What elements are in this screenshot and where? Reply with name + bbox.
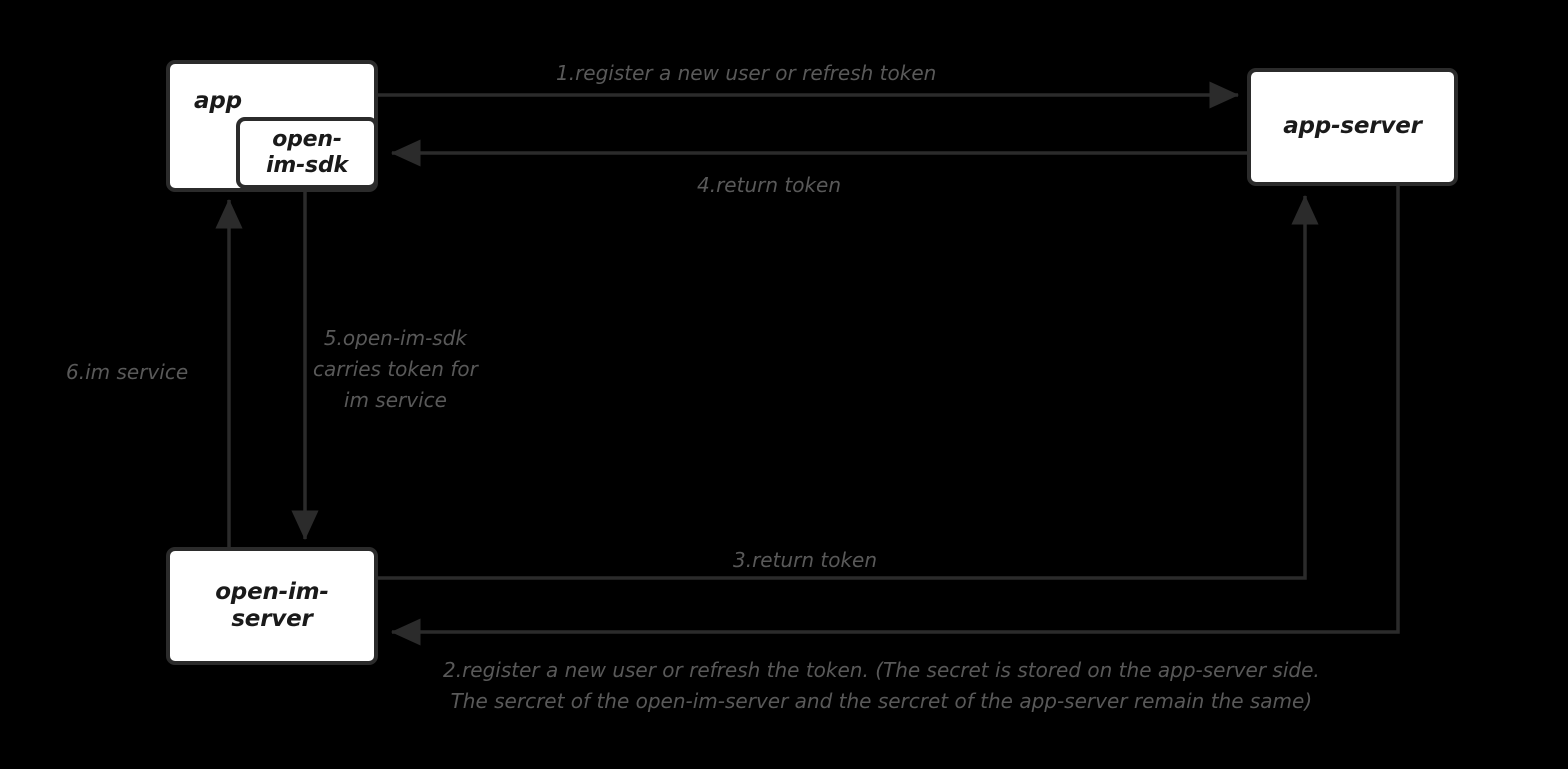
edge-label-3: 3.return token [733, 548, 878, 572]
node-open-im-server-label: open-im- server [215, 578, 329, 632]
edge-label-5: 5.open-im-sdk carries token for im servi… [313, 326, 478, 412]
node-app-server-label: app-server [1283, 113, 1422, 140]
edge-2-path [390, 186, 1400, 646]
edge-label-4: 4.return token [697, 173, 842, 197]
node-app-server[interactable]: app-server [1247, 68, 1458, 186]
node-open-im-sdk[interactable]: open- im-sdk [236, 117, 378, 189]
edge-label-2: 2.register a new user or refresh the tok… [443, 658, 1320, 713]
node-open-im-sdk-label: open- im-sdk [266, 127, 348, 178]
node-open-im-server[interactable]: open-im- server [166, 547, 378, 665]
edge-label-1: 1.register a new user or refresh token [556, 61, 937, 85]
edge-3-path [378, 194, 1319, 580]
edge-label-6: 6.im service [66, 360, 189, 384]
node-app-label: app [194, 88, 242, 114]
